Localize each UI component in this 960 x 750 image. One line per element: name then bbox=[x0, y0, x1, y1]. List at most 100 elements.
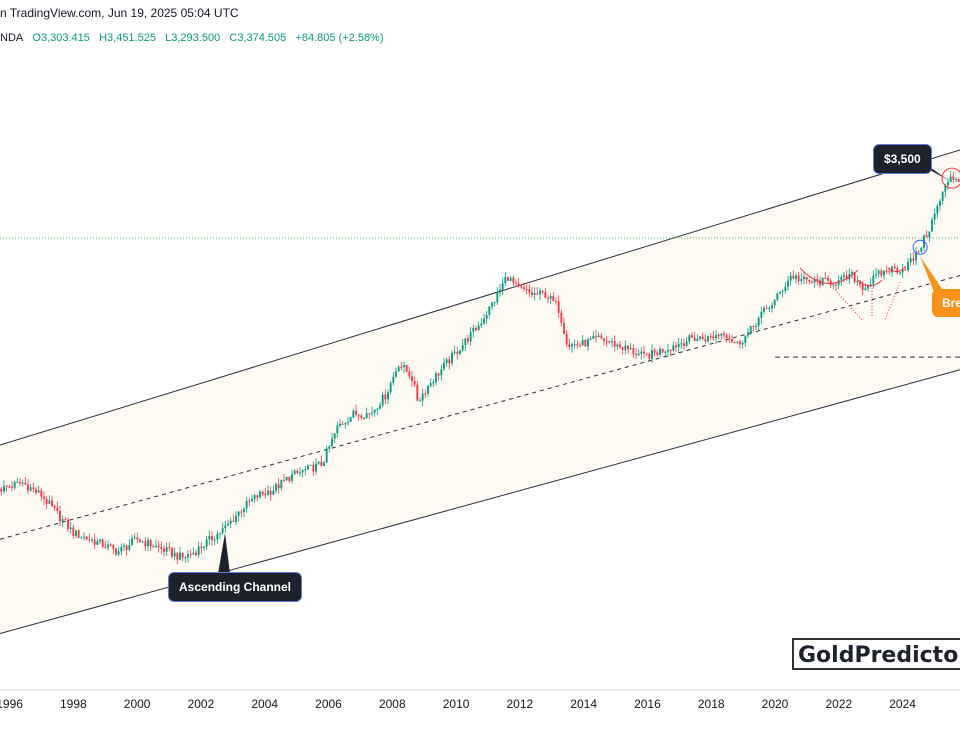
candle bbox=[67, 517, 69, 533]
candle-body bbox=[629, 348, 632, 350]
candle-body bbox=[112, 545, 115, 549]
candle bbox=[632, 344, 635, 359]
dotted-arrow bbox=[834, 289, 863, 321]
candle-body bbox=[701, 336, 704, 340]
candle-body bbox=[381, 394, 384, 406]
candle bbox=[933, 208, 936, 225]
candle bbox=[629, 343, 632, 351]
candle-body bbox=[208, 535, 211, 540]
candle bbox=[320, 455, 323, 467]
candle bbox=[56, 501, 59, 514]
candle bbox=[269, 486, 272, 501]
candle-body bbox=[616, 344, 619, 347]
candle-body bbox=[221, 528, 224, 533]
candle-body bbox=[277, 484, 280, 489]
candle bbox=[613, 335, 616, 352]
candle bbox=[203, 546, 205, 551]
candle-body bbox=[117, 551, 120, 555]
candle-body bbox=[483, 318, 485, 324]
candle-body bbox=[104, 546, 107, 548]
candle bbox=[296, 468, 299, 475]
candle-body bbox=[304, 469, 307, 471]
candle-body bbox=[125, 545, 128, 550]
candle bbox=[800, 273, 803, 285]
candle-body bbox=[467, 338, 469, 342]
candle bbox=[213, 536, 216, 546]
candle-body bbox=[387, 392, 389, 400]
candle-body bbox=[597, 335, 600, 337]
candle-body bbox=[91, 539, 93, 541]
candle-body bbox=[320, 461, 323, 466]
candle bbox=[728, 333, 731, 344]
candle bbox=[165, 542, 168, 557]
candle bbox=[736, 340, 739, 345]
candle bbox=[197, 541, 200, 558]
candle-body bbox=[531, 292, 533, 296]
candle bbox=[419, 397, 421, 402]
x-tick-label: 2018 bbox=[698, 697, 725, 711]
candle-body bbox=[19, 481, 21, 484]
x-tick-label: 2010 bbox=[443, 697, 470, 711]
candle bbox=[5, 484, 8, 492]
candle-body bbox=[613, 341, 616, 347]
candle bbox=[851, 269, 853, 279]
candle-body bbox=[453, 351, 456, 353]
candle bbox=[696, 334, 699, 342]
candle bbox=[27, 479, 29, 495]
candle bbox=[797, 271, 800, 285]
candle-body bbox=[101, 539, 104, 547]
candle-body bbox=[699, 336, 701, 339]
candle bbox=[587, 337, 589, 351]
candle-body bbox=[272, 490, 275, 495]
candle bbox=[536, 287, 539, 295]
candle-body bbox=[248, 500, 251, 502]
candle bbox=[952, 171, 955, 184]
candle-body bbox=[888, 271, 891, 273]
candle bbox=[112, 543, 115, 554]
x-tick-label: 1998 bbox=[60, 697, 87, 711]
high-value: H3,451.525 bbox=[99, 32, 156, 44]
candle bbox=[787, 276, 789, 291]
header-source: n TradingView.com, Jun 19, 2025 05:04 UT… bbox=[0, 6, 239, 20]
candle-body bbox=[229, 520, 232, 524]
candle-body bbox=[757, 317, 760, 327]
candle bbox=[912, 252, 915, 266]
candle-body bbox=[869, 284, 872, 286]
candle-body bbox=[955, 179, 957, 181]
candle-body bbox=[347, 422, 349, 424]
candle bbox=[584, 339, 587, 347]
candle-body bbox=[763, 307, 765, 312]
candle bbox=[501, 278, 504, 296]
candle-body bbox=[128, 544, 131, 550]
candle-body bbox=[397, 367, 400, 372]
candle bbox=[248, 497, 251, 507]
candle bbox=[808, 279, 811, 284]
candle bbox=[85, 536, 88, 541]
candle bbox=[189, 549, 192, 559]
candle bbox=[949, 170, 952, 183]
candle bbox=[83, 532, 85, 541]
candle-body bbox=[725, 335, 728, 339]
candle bbox=[160, 541, 163, 554]
candle bbox=[883, 270, 885, 280]
candle bbox=[216, 530, 219, 544]
price-target-circle bbox=[941, 167, 960, 189]
candle-body bbox=[925, 235, 928, 238]
candle bbox=[533, 287, 536, 301]
candle bbox=[731, 334, 733, 343]
candle-body bbox=[739, 341, 741, 345]
candle bbox=[835, 281, 837, 291]
candle bbox=[29, 484, 32, 493]
candle bbox=[115, 547, 117, 557]
candle-body bbox=[461, 345, 464, 351]
candle bbox=[11, 480, 13, 492]
candle-body bbox=[429, 383, 432, 386]
candle bbox=[0, 486, 3, 496]
candle-body bbox=[299, 472, 301, 474]
candle bbox=[51, 495, 53, 508]
candle bbox=[40, 487, 43, 501]
candle bbox=[107, 540, 109, 551]
candle-body bbox=[165, 547, 168, 552]
candle-body bbox=[8, 486, 11, 488]
candle-body bbox=[776, 293, 779, 300]
